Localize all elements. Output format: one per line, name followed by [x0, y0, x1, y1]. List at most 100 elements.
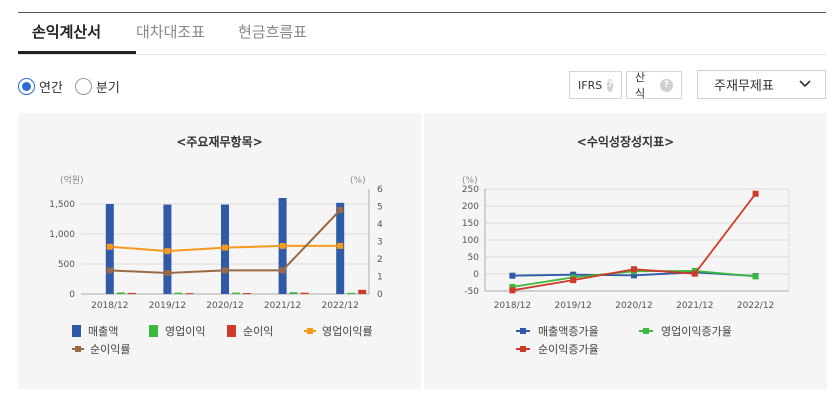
- point: [631, 266, 637, 273]
- y-tick-label: 1,000: [49, 230, 75, 240]
- tab-cash-flow[interactable]: 현금흐름표: [238, 23, 308, 41]
- y-tick-label: 100: [462, 236, 479, 246]
- bar: [358, 289, 367, 294]
- formula-label: 산식: [635, 71, 646, 100]
- radio-annual-label: 연간: [39, 80, 63, 96]
- bar: [127, 292, 136, 294]
- bar: [347, 292, 356, 294]
- legend-label: 순이익률: [90, 343, 130, 356]
- point: [164, 270, 171, 276]
- y-tick-label: 1,500: [49, 200, 75, 210]
- statement-type-select[interactable]: 주재무제표: [697, 70, 826, 99]
- bar: [243, 293, 251, 295]
- legend-swatch: [72, 325, 81, 337]
- radio-unchecked-icon[interactable]: [74, 77, 92, 95]
- x-tick-label: 2019/12: [149, 301, 186, 311]
- point: [222, 267, 228, 274]
- legend-swatch: [643, 328, 649, 334]
- point: [752, 190, 759, 197]
- chevron-down-icon: [799, 80, 811, 88]
- bar: [232, 292, 240, 294]
- left-axis-unit: (억원): [60, 174, 84, 186]
- question-icon: ?: [607, 78, 613, 92]
- y-tick-label: 0: [69, 290, 75, 300]
- period-selector: 연간 분기: [18, 76, 132, 96]
- bar: [174, 292, 183, 294]
- radio-quarterly-label: 분기: [95, 80, 120, 96]
- statement-type-value: 주재무제표: [714, 79, 774, 94]
- y-tick-label: -50: [464, 287, 479, 297]
- y-tick-label: 500: [58, 260, 75, 270]
- point: [279, 242, 286, 249]
- point: [337, 242, 344, 249]
- y-tick-label: 200: [462, 202, 479, 212]
- legend-label: 영업이익증가율: [661, 325, 732, 338]
- right-axis-unit: (%): [350, 176, 366, 186]
- y-tick-label: 150: [462, 219, 479, 229]
- active-tab-indicator: [18, 51, 136, 54]
- point: [752, 273, 759, 280]
- x-tick-label: 2018/12: [494, 301, 531, 311]
- legend-swatch: [520, 328, 526, 334]
- legend-label: 영업이익률: [322, 325, 373, 338]
- point: [631, 272, 637, 279]
- y-right-tick-label: 5: [377, 203, 383, 213]
- point: [570, 277, 577, 284]
- bar: [116, 292, 125, 294]
- key-financials-panel: <주요재무항목> (억원) (%) 0 500 1,000 1,500 0 1 2 3 4 5 6 201…: [18, 113, 421, 389]
- legend-label: 순이익: [243, 325, 273, 338]
- radio-checked-icon[interactable]: [18, 77, 35, 95]
- statement-tabs: 손익계산서 대차대조표 현금흐름표: [18, 13, 826, 55]
- x-tick-label: 2019/12: [555, 301, 592, 311]
- y-right-tick-label: 4: [377, 220, 383, 230]
- x-tick-label: 2021/12: [264, 301, 301, 311]
- y-right-tick-label: 1: [377, 273, 383, 283]
- question-icon: ?: [660, 78, 673, 92]
- point: [106, 267, 113, 274]
- bar: [300, 292, 309, 294]
- legend-swatch: [227, 325, 236, 337]
- bar: [185, 293, 194, 295]
- y-right-tick-label: 6: [377, 185, 383, 195]
- point: [509, 283, 516, 290]
- left-axis-unit: (%): [462, 176, 478, 186]
- point: [106, 243, 113, 250]
- point: [164, 248, 171, 255]
- growth-indicators-panel: <수익성장성지표> (%) -50 0 50 100 150 200 250 2018/12 20…: [424, 113, 827, 389]
- legend-label: 순이익증가율: [538, 343, 599, 356]
- radio-quarterly[interactable]: 분기: [74, 77, 120, 96]
- top-rule: [18, 12, 826, 13]
- radio-annual[interactable]: 연간: [18, 77, 63, 96]
- x-tick-label: 2022/12: [322, 301, 359, 311]
- point: [509, 287, 516, 294]
- bar: [289, 292, 298, 294]
- legend-label: 매출액증가율: [538, 325, 599, 338]
- y-tick-label: 50: [468, 253, 480, 263]
- x-tick-label: 2022/12: [737, 301, 774, 311]
- key-financials-chart: (억원) (%) 0 500 1,000 1,500 0 1 2 3 4 5 6 2018/12 2019/…: [49, 174, 383, 356]
- ifrs-help-button[interactable]: IFRS ?: [569, 71, 622, 99]
- legend-swatch: [75, 346, 81, 352]
- y-right-tick-label: 3: [377, 238, 383, 248]
- legend-swatch: [520, 346, 526, 352]
- x-tick-label: 2020/12: [206, 301, 243, 311]
- y-tick-label: 0: [473, 270, 479, 280]
- y-tick-label: 250: [462, 185, 479, 195]
- ifrs-label: IFRS: [578, 78, 603, 92]
- x-tick-label: 2020/12: [615, 301, 652, 311]
- legend-label: 영업이익: [165, 325, 205, 338]
- y-right-tick-label: 2: [377, 255, 383, 265]
- y-right-tick-label: 0: [377, 290, 383, 300]
- legend-label: 매출액: [88, 325, 118, 338]
- point: [222, 244, 228, 251]
- legend-swatch: [307, 328, 313, 334]
- formula-help-button[interactable]: 산식 ?: [626, 71, 682, 100]
- point: [691, 270, 698, 277]
- x-tick-label: 2018/12: [91, 301, 128, 311]
- tab-balance-sheet[interactable]: 대차대조표: [136, 23, 206, 41]
- x-tick-label: 2021/12: [676, 301, 713, 311]
- point: [337, 207, 344, 213]
- tab-income-statement[interactable]: 손익계산서: [32, 23, 102, 41]
- key-financials-title: <주요재무항목>: [176, 135, 263, 149]
- growth-indicators-chart: (%) -50 0 50 100 150 200 250 2018/12 2019/12 2020/…: [462, 176, 790, 356]
